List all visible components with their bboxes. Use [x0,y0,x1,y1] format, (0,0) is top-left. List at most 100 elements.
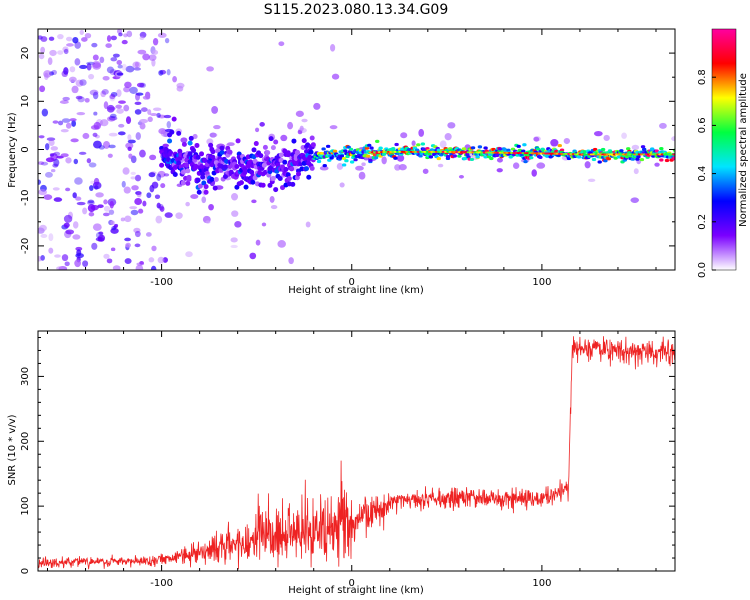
heatmap-cell [110,247,116,252]
heatmap-cell [619,149,624,153]
heatmap-cell [130,171,136,175]
heatmap-cell [436,156,442,161]
heatmap-cell [43,194,53,201]
heatmap-cell [54,254,61,258]
heatmap-cell [82,207,88,215]
snr-x-label: Height of straight line (km) [288,585,424,596]
heatmap-cell [378,146,383,150]
heatmap-cell [130,176,136,180]
heatmap-cell [211,106,219,114]
heatmap-cell [439,140,447,149]
heatmap-cell [134,197,143,205]
heatmap-cell [101,89,109,95]
heatmap-cell [437,163,444,168]
heatmap-cell [150,265,157,270]
heatmap-cell [57,34,64,40]
heatmap-cell [286,176,292,182]
heatmap-cell [267,182,273,188]
heatmap-cell [102,75,110,81]
heatmap-cell [53,197,63,202]
x-tick-label: 0 [349,277,355,288]
heatmap-cell [270,205,278,210]
heatmap-cell [65,229,75,235]
heatmap-cell [65,187,71,192]
y-tick-label: 100 [20,497,31,516]
heatmap-cell [115,104,123,109]
heatmap-cell [152,107,162,112]
heatmap-cell [672,156,675,160]
heatmap-cell [213,176,219,182]
heatmap-cell [566,156,572,161]
heatmap-cell [249,169,255,175]
heatmap-cell [159,162,165,168]
heatmap-cell [287,121,294,130]
heatmap-cell [265,150,271,156]
heatmap-cell [593,131,603,137]
heatmap-cell [38,179,42,185]
heatmap-cell [630,197,640,203]
heatmap-cell [160,183,166,189]
heatmap-cell [278,41,285,47]
heatmap-cell [639,157,645,162]
heatmap-cell [38,135,45,139]
heatmap-cell [176,130,182,136]
colorbar-tick-label: 0.6 [697,117,708,133]
heatmap-cell [120,217,126,222]
heatmap-cell [77,96,85,103]
heatmap-cell [470,146,476,150]
heatmap-cell [151,181,159,189]
heatmap-cell [168,150,174,156]
heatmap-cell [50,146,59,151]
heatmap-cell [75,79,84,87]
heatmap-cell [251,147,257,153]
heatmap-cell [142,53,150,61]
heatmap-cell [361,162,366,167]
heatmap-cell [79,79,87,86]
heatmap-cell [192,133,198,140]
heatmap-cell [123,33,128,38]
heatmap-cell [128,153,133,159]
heatmap-cell [112,265,121,270]
heatmap-cell [74,58,81,66]
heatmap-cell [118,123,125,128]
heatmap-cell [53,151,61,156]
heatmap-cell [339,154,345,158]
heatmap-cell [253,141,259,147]
heatmap-cell [72,36,79,44]
heatmap-cell [339,182,345,188]
heatmap-cell [325,144,331,148]
heatmap-cell [93,177,100,186]
heatmap-cell [146,192,152,199]
heatmap-cell [148,257,155,263]
heatmap-cell [108,209,115,215]
heatmap-cell [494,153,500,158]
heatmap-cell [296,171,302,177]
heatmap-cell [148,54,157,61]
heatmap-cell [139,149,146,158]
heatmap-cell [79,29,84,35]
heatmap-cell [130,209,139,216]
heatmap-cell [171,116,177,122]
heatmap-cell [234,221,242,228]
heatmap-cell [102,212,110,217]
heatmap-cell [40,233,48,239]
heatmap-cell [320,152,325,156]
heatmap-cell [635,157,640,161]
heatmap-cell [355,165,364,171]
heatmap-cell [156,202,161,209]
heatmap-cell [185,251,193,258]
heatmap-cell [531,169,537,177]
heatmap-cell [358,171,366,180]
heatmap-cell [418,128,425,137]
heatmap-cell [147,116,153,123]
heatmap-cell [159,206,165,212]
heatmap-cell [125,116,132,124]
heatmap-cell [184,162,190,168]
heatmap-cell [162,143,169,148]
heatmap-cell [348,147,354,151]
heatmap-cell [533,136,541,142]
y-tick-label: 200 [20,432,31,451]
heatmap-cell [269,195,275,203]
heatmap-cell [347,150,353,154]
heatmap-cell [659,146,664,151]
